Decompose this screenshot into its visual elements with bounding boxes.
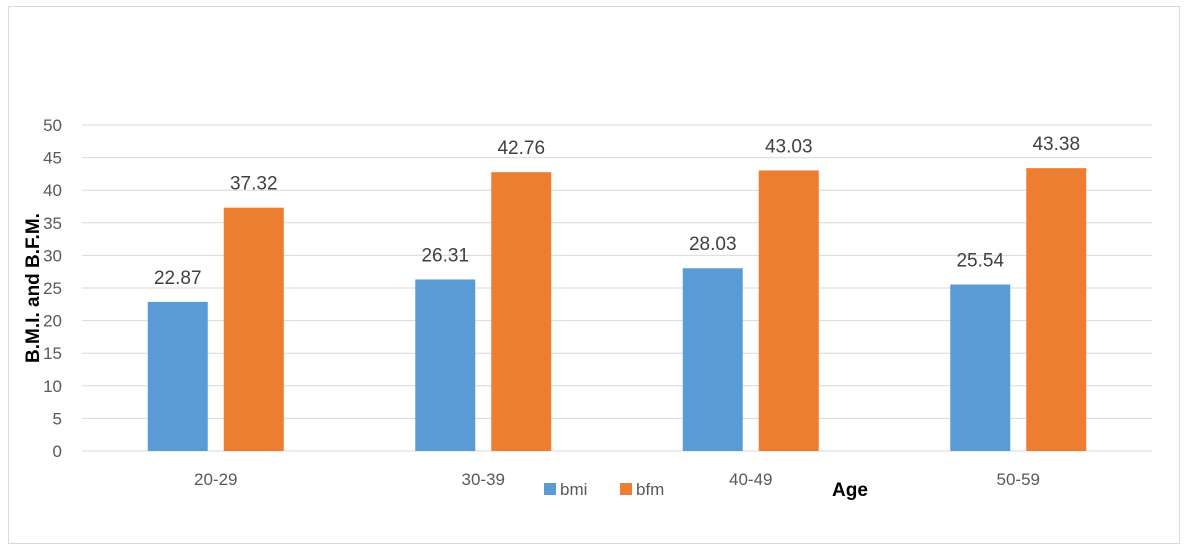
bar-bfm-50-59 [1026, 168, 1087, 451]
bar-bfm-30-39 [491, 172, 552, 451]
bar-bmi-30-39 [415, 279, 476, 451]
chart-area [8, 6, 1180, 544]
x-axis-title: Age [832, 480, 868, 501]
data-label-bmi-30-39: 26.31 [421, 245, 469, 266]
y-tick-label: 15 [43, 344, 62, 363]
x-tick-label: 30-39 [462, 470, 505, 489]
x-tick-label: 20-29 [194, 470, 237, 489]
y-tick-label: 50 [43, 116, 62, 135]
data-label-bmi-50-59: 25.54 [956, 250, 1004, 271]
y-axis-title: B.M.I. and B.F.M. [23, 213, 44, 363]
data-label-bfm-40-49: 43.03 [765, 136, 813, 157]
data-label-bmi-20-29: 22.87 [154, 268, 202, 289]
bar-bmi-40-49 [682, 268, 743, 451]
bar-bfm-40-49 [758, 170, 819, 451]
bar-bmi-50-59 [950, 284, 1011, 451]
y-tick-label: 20 [43, 312, 62, 331]
x-tick-label: 50-59 [997, 470, 1040, 489]
legend: bmi bfm [544, 480, 664, 499]
bar-bmi-20-29 [147, 301, 208, 451]
y-tick-label: 5 [53, 409, 62, 428]
y-tick-label: 30 [43, 246, 62, 265]
data-label-bfm-30-39: 42.76 [497, 138, 545, 159]
legend-label-bmi: bmi [560, 480, 587, 499]
x-tick-label: 40-49 [729, 470, 772, 489]
bar-bfm-20-29 [223, 207, 284, 451]
data-label-bmi-40-49: 28.03 [689, 234, 737, 255]
data-label-bfm-50-59: 43.38 [1032, 134, 1080, 155]
y-tick-label: 35 [43, 214, 62, 233]
y-tick-label: 10 [43, 377, 62, 396]
legend-label-bfm: bfm [636, 480, 664, 499]
y-tick-label: 25 [43, 279, 62, 298]
y-axis-ticks: 0 5 10 15 20 25 30 35 40 45 50 [43, 116, 62, 461]
legend-swatch-bfm [620, 483, 632, 495]
x-axis-ticks: 20-29 30-39 40-49 50-59 [194, 470, 1040, 489]
data-label-bfm-20-29: 37.32 [230, 174, 278, 195]
y-tick-label: 0 [53, 442, 62, 461]
y-tick-label: 40 [43, 181, 62, 200]
legend-swatch-bmi [544, 483, 556, 495]
data-labels: 22.87 37.32 26.31 42.76 28.03 43.03 25.54 43.38 [154, 134, 1080, 289]
bars [147, 168, 1087, 451]
y-tick-label: 45 [43, 149, 62, 168]
